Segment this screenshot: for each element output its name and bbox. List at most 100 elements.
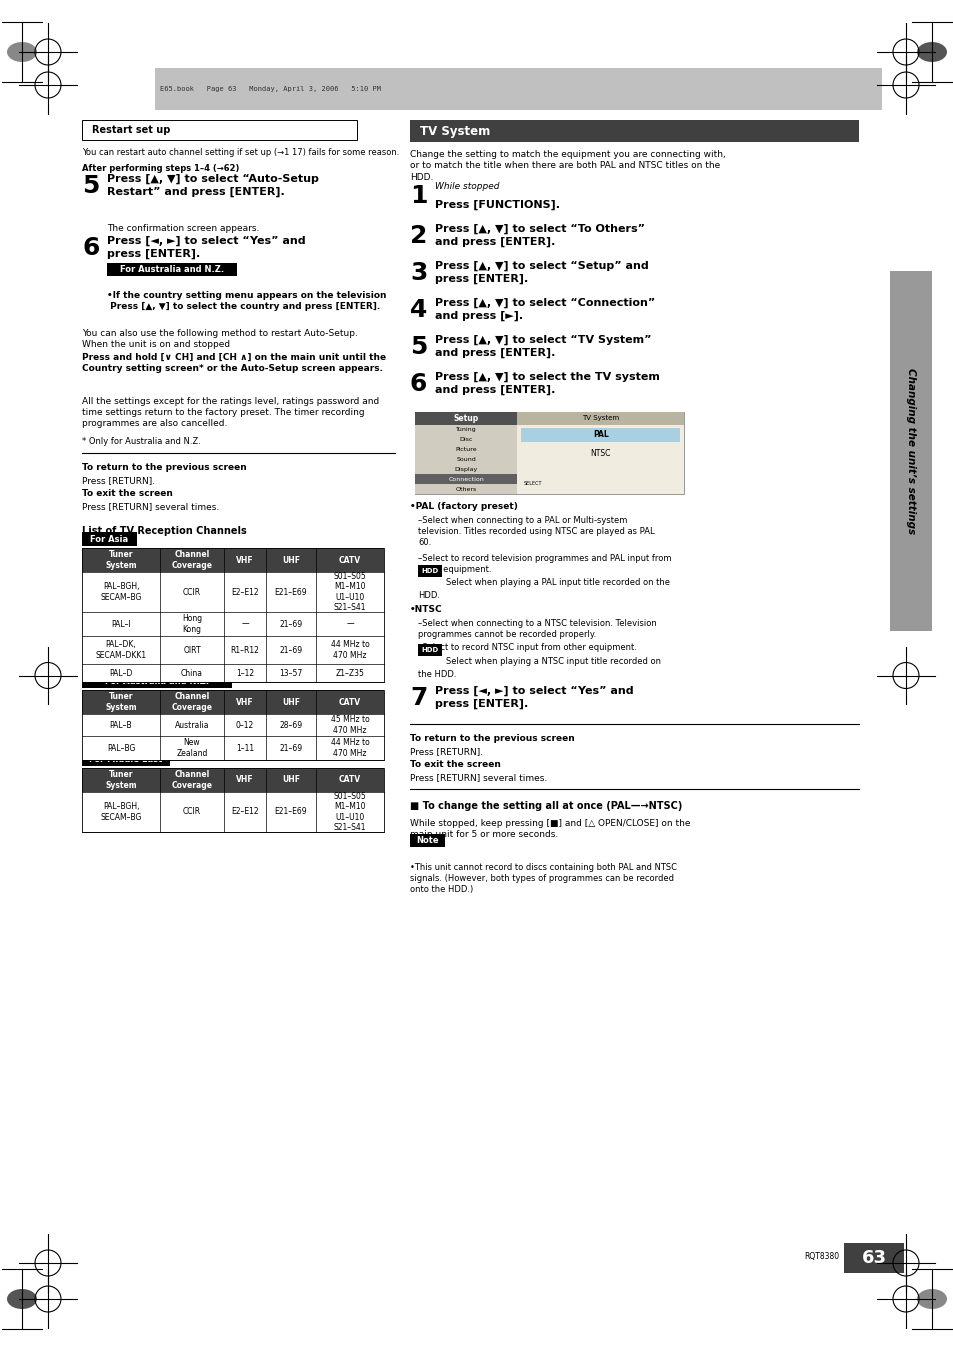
- Text: CATV: CATV: [338, 697, 360, 707]
- Bar: [415, 412, 683, 494]
- Text: Restart set up: Restart set up: [91, 126, 171, 135]
- Text: NTSC: NTSC: [590, 450, 611, 458]
- Text: Channel
Coverage: Channel Coverage: [172, 550, 213, 570]
- Text: Others: Others: [456, 486, 476, 492]
- Bar: [82, 792, 384, 832]
- Bar: [82, 767, 384, 832]
- Text: Disc: Disc: [459, 438, 473, 442]
- Text: After performing steps 1–4 (→62): After performing steps 1–4 (→62): [82, 163, 239, 173]
- Bar: [417, 565, 441, 577]
- Ellipse shape: [7, 1289, 37, 1309]
- Text: New
Zealand: New Zealand: [176, 738, 208, 758]
- Bar: [415, 412, 517, 494]
- Text: 63: 63: [861, 1250, 885, 1267]
- Bar: [843, 1243, 903, 1273]
- Bar: [82, 612, 384, 636]
- Bar: [82, 663, 384, 682]
- Text: Press [▲, ▼] to select “TV System”
and press [ENTER].: Press [▲, ▼] to select “TV System” and p…: [435, 335, 651, 358]
- Bar: [82, 571, 384, 612]
- Text: 1–11: 1–11: [235, 743, 253, 753]
- Text: To return to the previous screen: To return to the previous screen: [82, 463, 247, 471]
- Text: PAL–D: PAL–D: [110, 669, 132, 677]
- Text: S01–S05
M1–M10
U1–U10
S21–S41: S01–S05 M1–M10 U1–U10 S21–S41: [334, 792, 366, 832]
- Text: Select when playing a NTSC input title recorded on: Select when playing a NTSC input title r…: [446, 657, 660, 666]
- Bar: [82, 690, 384, 713]
- Text: Press [◄, ►] to select “Yes” and
press [ENTER].: Press [◄, ►] to select “Yes” and press […: [435, 686, 633, 709]
- Text: To exit the screen: To exit the screen: [82, 489, 172, 499]
- Ellipse shape: [916, 1289, 946, 1309]
- Text: CCIR: CCIR: [183, 808, 201, 816]
- Text: TV System: TV System: [419, 124, 490, 138]
- Text: E21–E69: E21–E69: [274, 808, 307, 816]
- Text: 1: 1: [410, 184, 427, 208]
- Text: Press [RETURN].: Press [RETURN].: [410, 747, 482, 757]
- Text: –Select when connecting to a PAL or Multi-system
television. Titles recorded usi: –Select when connecting to a PAL or Mult…: [417, 516, 654, 547]
- Text: Tuner
System: Tuner System: [105, 550, 136, 570]
- Text: Press [▲, ▼] to select “To Others”
and press [ENTER].: Press [▲, ▼] to select “To Others” and p…: [435, 224, 644, 247]
- Text: E2–E12: E2–E12: [231, 808, 258, 816]
- Text: –Select when connecting to a NTSC television. Television
programmes cannot be re: –Select when connecting to a NTSC televi…: [417, 619, 656, 639]
- Bar: [889, 272, 931, 631]
- Text: 6: 6: [82, 236, 99, 259]
- Text: Select when playing a PAL input title recorded on the: Select when playing a PAL input title re…: [446, 578, 669, 586]
- Text: –Select to record television programmes and PAL input from
other equipment.: –Select to record television programmes …: [417, 554, 671, 574]
- Text: –Select to record NTSC input from other equipment.: –Select to record NTSC input from other …: [417, 643, 637, 653]
- Text: 44 MHz to
470 MHz: 44 MHz to 470 MHz: [331, 640, 369, 659]
- Text: Press [RETURN] several times.: Press [RETURN] several times.: [82, 503, 219, 511]
- Text: Changing the unit’s settings: Changing the unit’s settings: [905, 367, 915, 534]
- Text: Australia: Australia: [174, 720, 209, 730]
- Text: * Only for Australia and N.Z.: * Only for Australia and N.Z.: [82, 436, 201, 446]
- Text: Z1–Z35: Z1–Z35: [335, 669, 364, 677]
- Text: PAL–B: PAL–B: [110, 720, 132, 730]
- Bar: [107, 263, 236, 276]
- Text: Sound: Sound: [456, 457, 476, 462]
- Text: 44 MHz to
470 MHz: 44 MHz to 470 MHz: [331, 738, 369, 758]
- Text: Note: Note: [416, 836, 438, 844]
- Text: E21–E69: E21–E69: [274, 588, 307, 597]
- Text: CCIR: CCIR: [183, 588, 201, 597]
- Bar: [82, 636, 384, 663]
- Bar: [82, 532, 137, 546]
- Text: TV System: TV System: [581, 416, 618, 422]
- Text: Press [FUNCTIONS].: Press [FUNCTIONS].: [435, 200, 559, 211]
- Text: CATV: CATV: [338, 555, 360, 565]
- Text: PAL–BGH,
SECAM–BG: PAL–BGH, SECAM–BG: [100, 802, 142, 821]
- Bar: [417, 644, 441, 657]
- Text: •If the country setting menu appears on the television
 Press [▲, ▼] to select t: •If the country setting menu appears on …: [107, 290, 386, 311]
- Text: HDD: HDD: [421, 647, 438, 653]
- Text: Connection: Connection: [448, 477, 483, 482]
- Text: UHF: UHF: [282, 555, 299, 565]
- Bar: [82, 549, 384, 571]
- Bar: [517, 412, 683, 426]
- Text: You can also use the following method to restart Auto-Setup.
When the unit is on: You can also use the following method to…: [82, 330, 357, 349]
- Text: Tuner
System: Tuner System: [105, 692, 136, 712]
- Text: HDD: HDD: [421, 567, 438, 574]
- Text: E2–E12: E2–E12: [231, 588, 258, 597]
- Text: •This unit cannot record to discs containing both PAL and NTSC
signals. (However: •This unit cannot record to discs contai…: [410, 863, 677, 894]
- Text: 4: 4: [410, 299, 427, 322]
- Bar: [82, 690, 384, 761]
- Text: To exit the screen: To exit the screen: [410, 761, 500, 769]
- Text: Press and hold [∨ CH] and [CH ∧] on the main unit until the
Country setting scre: Press and hold [∨ CH] and [CH ∧] on the …: [82, 353, 386, 373]
- Text: 5: 5: [82, 174, 99, 199]
- Text: VHF: VHF: [236, 775, 253, 785]
- Bar: [82, 120, 357, 141]
- Text: 2: 2: [410, 224, 427, 249]
- Text: 21–69: 21–69: [279, 646, 302, 654]
- Text: 28–69: 28–69: [279, 720, 302, 730]
- Text: PAL–BG: PAL–BG: [107, 743, 135, 753]
- Text: 21–69: 21–69: [279, 620, 302, 628]
- Bar: [415, 412, 517, 426]
- Text: Display: Display: [454, 467, 477, 471]
- Text: 45 MHz to
470 MHz: 45 MHz to 470 MHz: [331, 715, 369, 735]
- Text: For Middle East: For Middle East: [90, 754, 162, 763]
- Bar: [82, 736, 384, 761]
- Text: Press [▲, ▼] to select “Connection”
and press [►].: Press [▲, ▼] to select “Connection” and …: [435, 299, 655, 322]
- Text: Press [RETURN].: Press [RETURN].: [82, 476, 155, 485]
- Text: Press [RETURN] several times.: Press [RETURN] several times.: [410, 773, 547, 782]
- Bar: [415, 474, 517, 484]
- Bar: [410, 120, 858, 142]
- Text: Setup: Setup: [453, 413, 478, 423]
- Text: E65.book   Page 63   Monday, April 3, 2006   5:10 PM: E65.book Page 63 Monday, April 3, 2006 5…: [160, 86, 380, 92]
- Text: VHF: VHF: [236, 555, 253, 565]
